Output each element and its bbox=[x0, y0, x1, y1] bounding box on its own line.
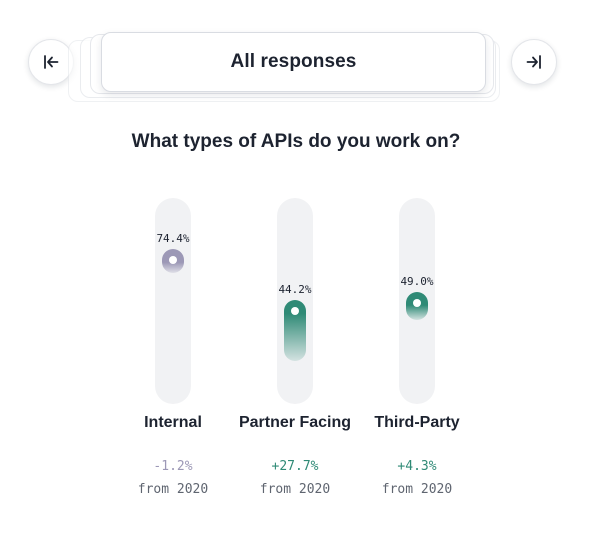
value-marker bbox=[406, 291, 428, 320]
change-label: +27.7% bbox=[271, 459, 319, 474]
value-marker-dot bbox=[413, 298, 421, 307]
previous-segment-button[interactable] bbox=[28, 39, 74, 85]
category-label: Third-Party bbox=[374, 414, 460, 431]
arrow-to-right-icon bbox=[526, 55, 541, 69]
value-label: 74.4% bbox=[156, 232, 190, 245]
category-label: Partner Facing bbox=[238, 414, 352, 431]
value-marker-dot bbox=[169, 256, 177, 264]
change-caption: from 2020 bbox=[381, 482, 453, 497]
value-marker bbox=[162, 249, 184, 273]
category-label: Internal bbox=[144, 414, 202, 431]
value-marker-dot bbox=[291, 306, 299, 315]
arrow-to-left-icon bbox=[44, 55, 59, 69]
change-label: +4.3% bbox=[397, 459, 437, 474]
change-caption: from 2020 bbox=[137, 482, 209, 497]
change-caption: from 2020 bbox=[259, 482, 331, 497]
value-label: 44.2% bbox=[278, 282, 312, 296]
next-segment-button[interactable] bbox=[511, 39, 557, 85]
segment-label: All responses bbox=[230, 51, 357, 72]
value-label: 49.0% bbox=[400, 274, 434, 288]
question-title: What types of APIs do you work on? bbox=[131, 131, 461, 152]
segment-selector[interactable]: All responses bbox=[101, 32, 486, 92]
value-marker bbox=[284, 299, 306, 361]
change-label: -1.2% bbox=[153, 459, 193, 474]
chart-track bbox=[155, 198, 191, 404]
